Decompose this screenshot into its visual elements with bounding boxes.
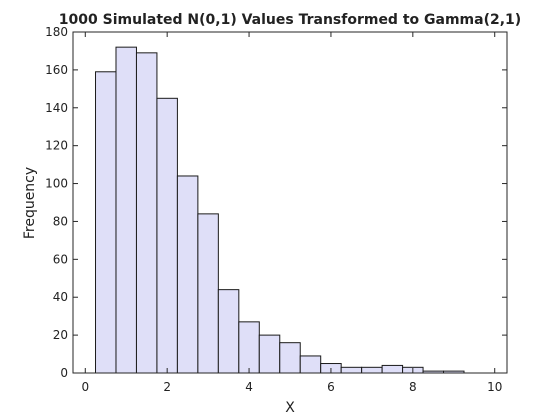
y-tick-label: 40 xyxy=(53,290,68,304)
y-axis-label: Frequency xyxy=(22,167,38,239)
histogram-bar xyxy=(135,52,158,374)
histogram-bar xyxy=(340,366,363,374)
x-axis-label: X xyxy=(285,400,295,416)
histogram-bar xyxy=(95,71,117,374)
y-tick-label: 60 xyxy=(53,252,68,266)
y-tick-label: 0 xyxy=(60,366,68,380)
y-tick-label: 140 xyxy=(45,101,68,115)
histogram-bar xyxy=(238,321,260,374)
histogram-bar xyxy=(115,46,137,374)
x-tick-label: 8 xyxy=(409,380,417,394)
y-axis-ticks: 0 20 40 60 80 100 120 140 160 180 xyxy=(45,25,507,380)
plot-area-frame xyxy=(72,31,508,374)
y-tick-label: 160 xyxy=(45,63,68,77)
x-tick-label: 0 xyxy=(81,380,89,394)
histogram-bar xyxy=(217,289,240,374)
x-tick-label: 4 xyxy=(245,380,253,394)
y-tick-label: 20 xyxy=(53,328,68,342)
x-tick-label: 6 xyxy=(327,380,335,394)
x-axis-ticks: 0 2 4 6 8 10 xyxy=(81,32,502,394)
histogram-bars xyxy=(95,46,465,374)
y-tick-label: 120 xyxy=(45,139,68,153)
y-tick-label: 180 xyxy=(45,25,68,39)
y-tick-label: 100 xyxy=(45,177,68,191)
histogram-bar xyxy=(279,342,301,374)
histogram-bar xyxy=(156,97,178,374)
chart-title: 1000 Simulated N(0,1) Values Transformed… xyxy=(59,12,521,28)
histogram-bar xyxy=(258,334,281,374)
histogram-bar xyxy=(299,355,322,374)
x-tick-label: 10 xyxy=(487,380,502,394)
x-tick-label: 2 xyxy=(163,380,171,394)
y-tick-label: 80 xyxy=(53,214,68,228)
histogram-bar xyxy=(381,364,404,374)
histogram-bar xyxy=(197,213,219,374)
histogram-bar xyxy=(361,366,383,374)
histogram-bar xyxy=(176,175,199,374)
